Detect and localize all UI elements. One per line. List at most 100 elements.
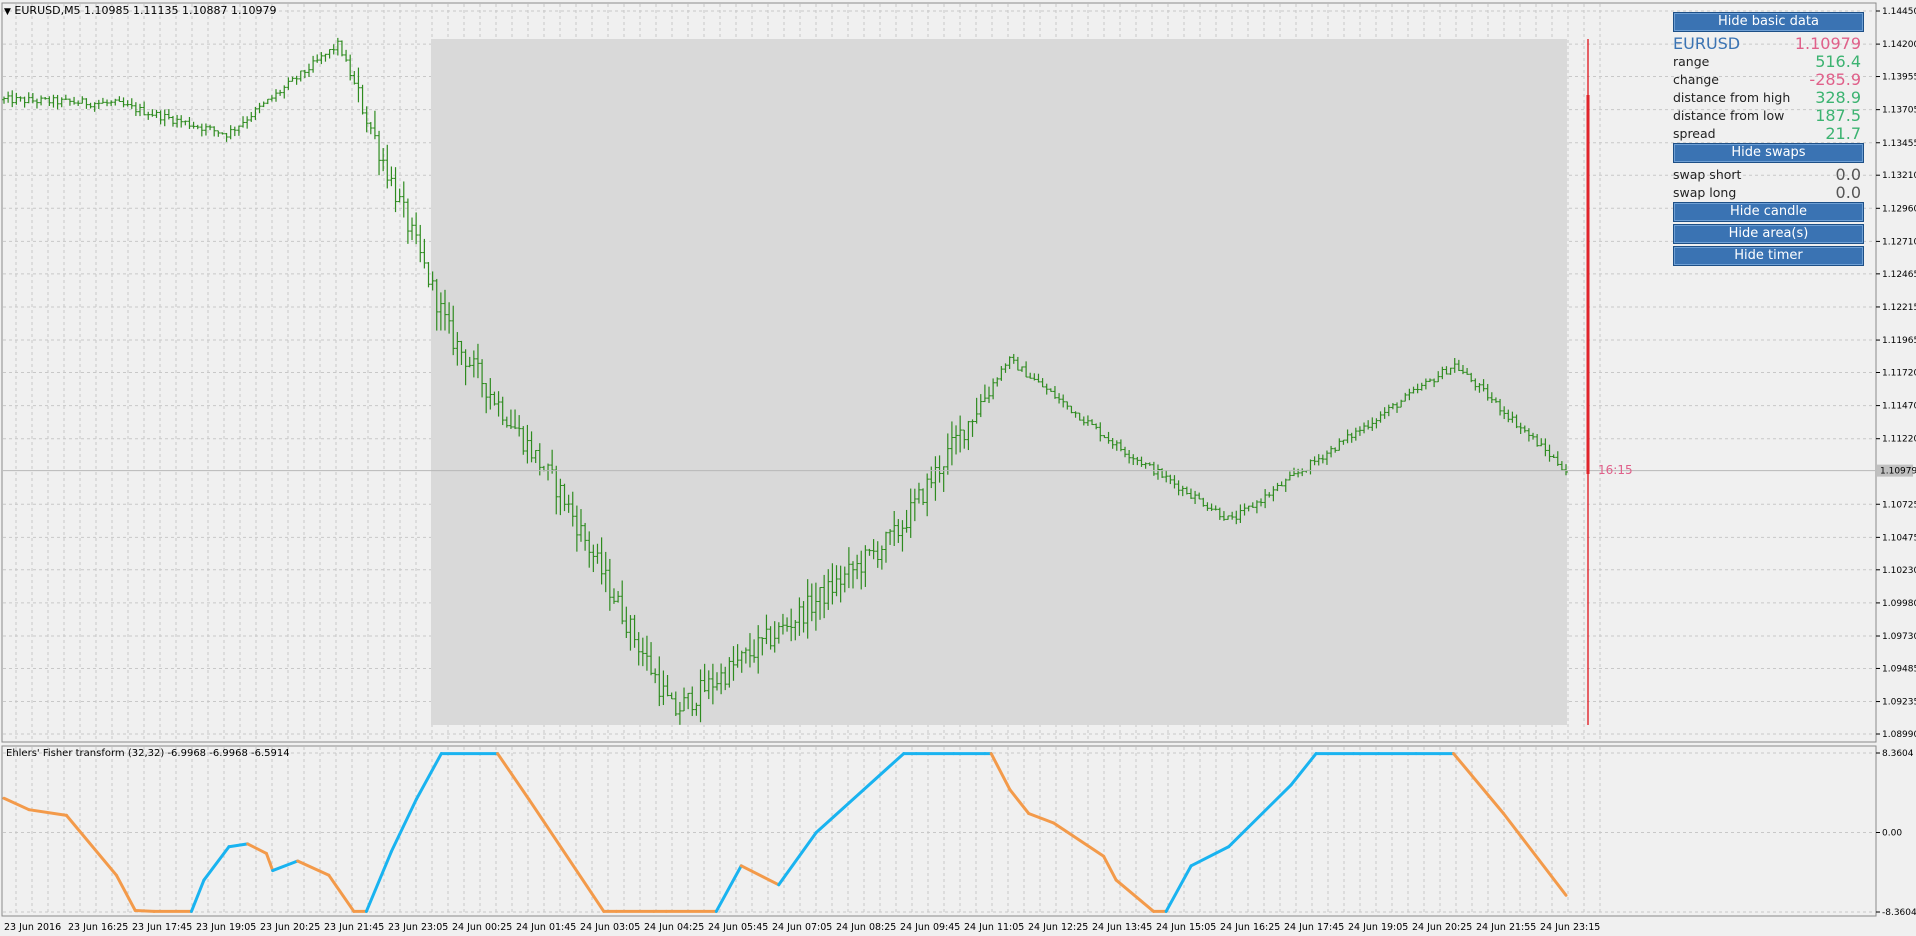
fisher-segment (364, 850, 393, 913)
ohlc-bar (925, 473, 930, 517)
hide-candle-button[interactable]: Hide candle (1673, 202, 1864, 222)
ohlc-bar (772, 621, 777, 653)
ohlc-bar (1390, 403, 1395, 410)
ohlc-bar (1044, 383, 1049, 395)
ohlc-bar (999, 366, 1004, 381)
indicator-pane[interactable] (1, 745, 1877, 917)
ohlc-bar (797, 597, 802, 636)
ohlc-bar (286, 77, 291, 90)
ohlc-bar (294, 75, 299, 85)
ohlc-bar (1547, 444, 1552, 462)
ohlc-bar (422, 238, 427, 269)
ohlc-bar (183, 120, 188, 126)
ohlc-bar (690, 686, 695, 717)
ohlc-bar (187, 116, 192, 129)
ohlc-bar (673, 691, 678, 717)
ohlc-bar (1378, 411, 1383, 423)
ohlc-bar (513, 409, 518, 430)
hide-timer-button[interactable]: Hide timer (1673, 246, 1864, 266)
ohlc-bar (595, 543, 600, 564)
ohlc-bar (1201, 497, 1206, 507)
fisher-segment (777, 831, 818, 887)
ohlc-bar (1423, 378, 1428, 390)
ohlc-bar (348, 54, 353, 81)
fisher-segment (527, 797, 606, 913)
ohlc-bar (125, 100, 130, 107)
ohlc-bar (480, 359, 485, 398)
y-tick-label: 1.09980 (1882, 599, 1916, 609)
ohlc-bar (1254, 500, 1259, 514)
ohlc-bar (203, 123, 208, 136)
ohlc-bar (364, 106, 369, 133)
ohlc-bar (1024, 361, 1029, 378)
swap-long-value: 0.0 (1835, 183, 1861, 202)
ohlc-bar (146, 111, 151, 120)
ohlc-bar (1432, 378, 1437, 388)
ohlc-bar (842, 566, 847, 593)
ohlc-bar (578, 509, 583, 542)
ohlc-bar (1028, 372, 1033, 379)
ohlc-bar (311, 55, 316, 73)
chart-title: ▼ EURUSD,M5 1.10985 1.11135 1.10887 1.10… (4, 4, 277, 17)
ohlc-bar (80, 96, 85, 104)
ohlc-bar (908, 488, 913, 538)
ohlc-bar (702, 663, 707, 693)
ohlc-bar (665, 674, 670, 697)
ohlc-bar (1539, 438, 1544, 447)
ohlc-bar (809, 583, 814, 622)
fisher-segment (814, 752, 906, 834)
ohlc-bar (92, 102, 97, 112)
y-tick-label: 1.10475 (1882, 533, 1916, 543)
y-tick-label: 1.13955 (1882, 73, 1916, 83)
ohlc-bar (471, 350, 476, 378)
swap-long-label: swap long (1673, 185, 1737, 200)
ohlc-bar (1324, 450, 1329, 465)
ohlc-bar (574, 505, 579, 552)
ohlc-bar (18, 96, 23, 102)
ohlc-bar (1065, 401, 1070, 410)
y-tick-label: 1.09485 (1882, 664, 1916, 674)
y-tick-label: 1.08990 (1882, 730, 1916, 740)
ohlc-bar (1316, 454, 1321, 466)
ohlc-bar (694, 702, 699, 716)
ohlc-bar (360, 84, 365, 115)
hide-swaps-button[interactable]: Hide swaps (1673, 143, 1864, 163)
ohlc-bar (1362, 422, 1367, 434)
fisher-segment (227, 842, 250, 849)
ohlc-bar (682, 687, 687, 712)
indicator-title: Ehlers' Fisher transform (32,32) -6.9968… (6, 748, 290, 759)
ohlc-bar (500, 396, 505, 426)
ohlc-bar (253, 106, 258, 120)
ohlc-bar (352, 71, 357, 85)
ohlc-bar (195, 124, 200, 130)
ohlc-bar (871, 539, 876, 560)
collapse-arrow-icon[interactable]: ▼ (4, 7, 11, 17)
ohlc-bar (1131, 454, 1136, 466)
ohlc-bar (397, 188, 402, 203)
ohlc-bar (966, 420, 971, 451)
ohlc-bar (1147, 462, 1152, 466)
ohlc-bar (356, 67, 361, 103)
hide-basic-data-button[interactable]: Hide basic data (1673, 12, 1864, 32)
ohlc-bar (377, 130, 382, 176)
ohlc-bar (1506, 409, 1511, 423)
ohlc-bar (851, 561, 856, 589)
ohlc-bar (26, 92, 31, 104)
ohlc-bar (657, 656, 662, 707)
y-tick-label: 1.11220 (1882, 435, 1916, 445)
ohlc-bar (1246, 505, 1251, 512)
ohlc-bar (39, 95, 44, 106)
hide-areas-button[interactable]: Hide area(s) (1673, 224, 1864, 244)
ohlc-bar (138, 103, 143, 117)
ohlc-bar (1110, 438, 1115, 449)
ohlc-bar (1329, 445, 1334, 458)
fisher-segment (27, 808, 68, 817)
distance-low-label: distance from low (1673, 108, 1785, 123)
ohlc-bar (1460, 365, 1465, 375)
ohlc-bar (875, 541, 880, 568)
ohlc-bar (756, 625, 761, 674)
x-tick-label: 24 Jun 03:05 (580, 922, 640, 933)
ohlc-bar (1160, 468, 1165, 478)
swap-short-label: swap short (1673, 167, 1742, 182)
